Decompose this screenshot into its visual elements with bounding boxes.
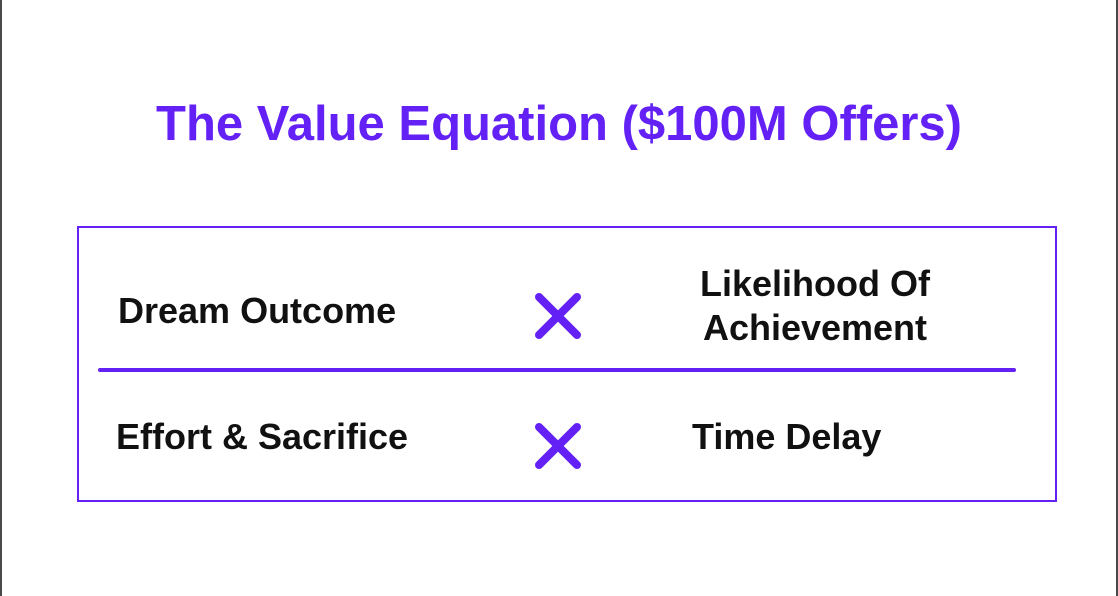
diagram-title: The Value Equation ($100M Offers): [156, 97, 962, 151]
page-right-edge: [1116, 0, 1118, 596]
multiply-icon: [535, 423, 581, 469]
numerator-left-term: Dream Outcome: [118, 290, 397, 331]
denominator-right-term: Time Delay: [692, 416, 882, 457]
denominator-left-term: Effort & Sacrifice: [116, 416, 409, 457]
numerator-right-line2: Achievement: [702, 307, 928, 348]
multiply-icon: [535, 293, 581, 339]
page-left-edge: [0, 0, 2, 596]
fraction-line: [98, 368, 1016, 372]
numerator-right-line1: Likelihood Of: [700, 263, 930, 304]
numerator-right-term: Likelihood Of Achievement: [670, 262, 960, 350]
equation-frame: [77, 226, 1057, 502]
